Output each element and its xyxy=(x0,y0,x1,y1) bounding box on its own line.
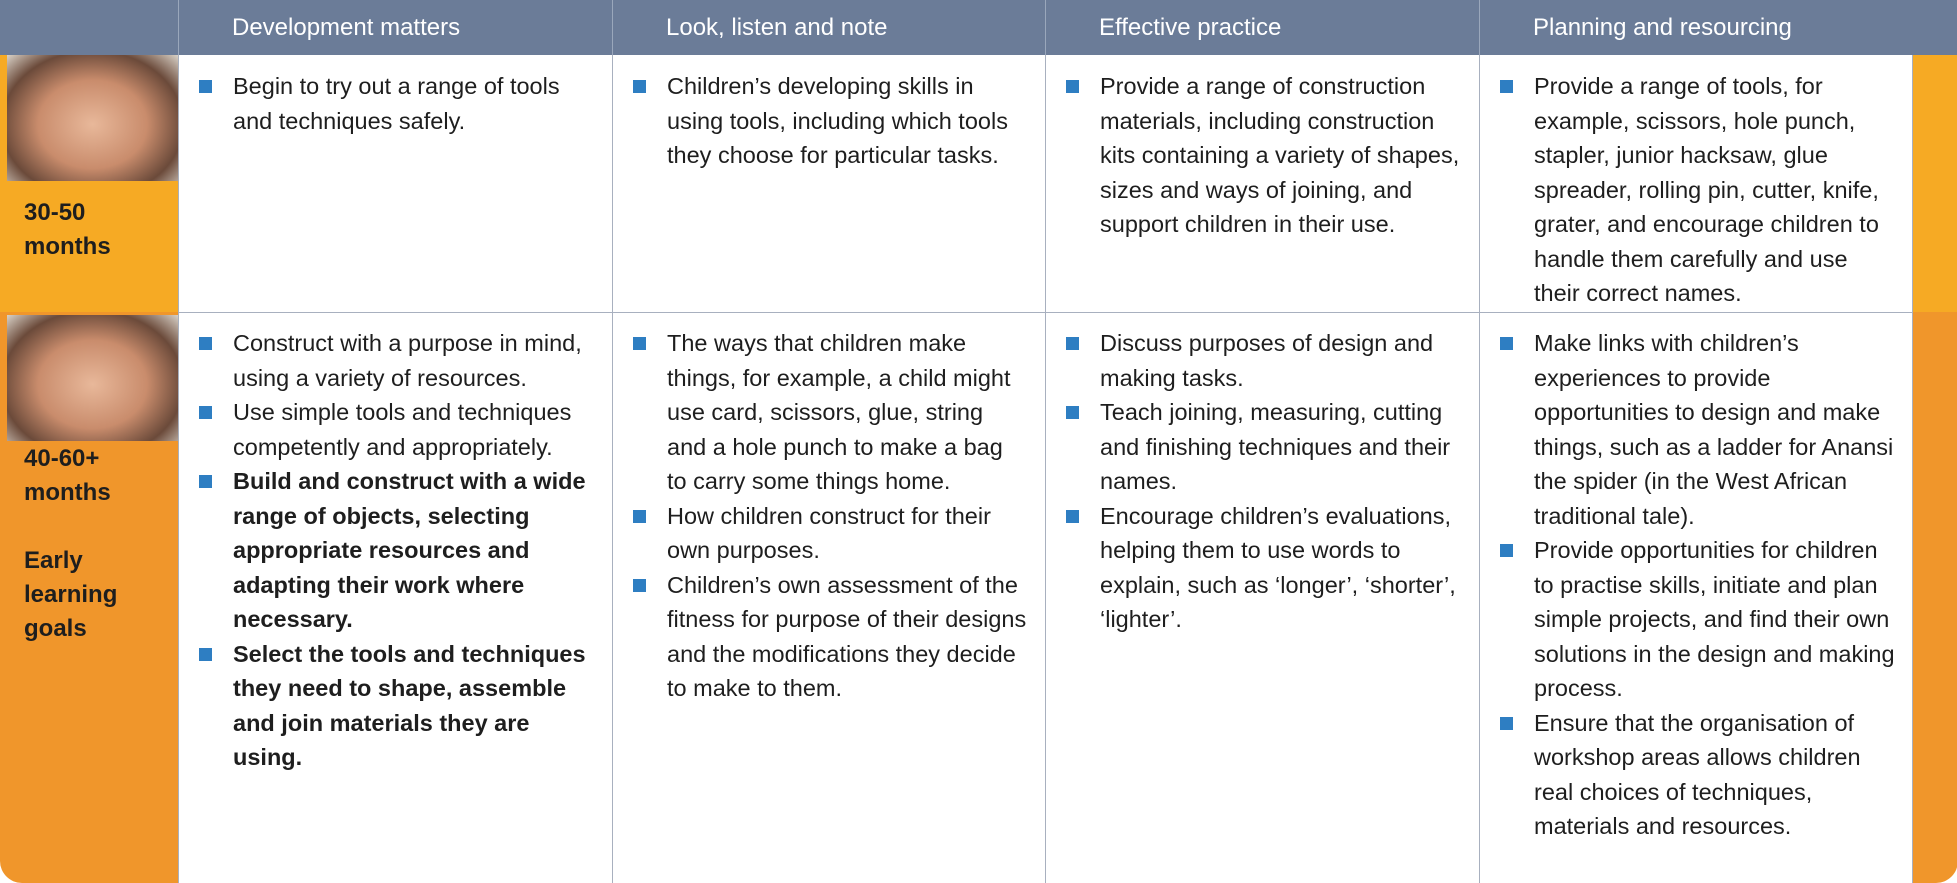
bullet-item: How children construct for their own pur… xyxy=(633,499,1028,568)
age-label-group: 40-60+ months Early learning goals xyxy=(24,442,174,680)
bullet-item: Begin to try out a range of tools and te… xyxy=(199,69,594,138)
child-photo xyxy=(7,315,178,441)
bullet-item: Teach joining, measuring, cutting and fi… xyxy=(1066,395,1461,499)
table-cell: Provide a range of tools, for example, s… xyxy=(1479,55,1913,312)
column-header: Planning and resourcing xyxy=(1479,0,1913,55)
bullet-item: Build and construct with a wide range of… xyxy=(199,464,594,637)
bullet-item: The ways that children make things, for … xyxy=(633,326,1028,499)
bullet-item: Construct with a purpose in mind, using … xyxy=(199,326,594,395)
table-cell: The ways that children make things, for … xyxy=(612,312,1046,883)
bullet-item: Children’s own assessment of the fitness… xyxy=(633,568,1028,706)
bullet-item: Use simple tools and techniques competen… xyxy=(199,395,594,464)
side-strip xyxy=(1912,55,1957,312)
bullet-item: Children’s developing skills in using to… xyxy=(633,69,1028,173)
table-cell: Make links with children’s experiences t… xyxy=(1479,312,1913,883)
table-cell: Begin to try out a range of tools and te… xyxy=(178,55,612,312)
bullet-item: Discuss purposes of design and making ta… xyxy=(1066,326,1461,395)
header-bar xyxy=(0,0,1957,55)
bullet-item: Provide a range of construction material… xyxy=(1066,69,1461,242)
column-header: Look, listen and note xyxy=(612,0,1046,55)
bullet-item: Encourage children’s evaluations, helpin… xyxy=(1066,499,1461,637)
table-cell: Discuss purposes of design and making ta… xyxy=(1045,312,1479,883)
age-label: Early learning goals xyxy=(24,547,118,642)
age-label: 30-50 months xyxy=(24,199,111,260)
column-header: Development matters xyxy=(178,0,612,55)
table-cell: Children’s developing skills in using to… xyxy=(612,55,1046,312)
column-header: Effective practice xyxy=(1045,0,1479,55)
child-photo xyxy=(7,55,178,181)
bullet-item: Select the tools and techniques they nee… xyxy=(199,637,594,775)
bullet-item: Ensure that the organisation of workshop… xyxy=(1500,706,1895,844)
age-label: 40-60+ months xyxy=(24,445,111,506)
age-label-group: 30-50 months xyxy=(24,196,174,298)
bullet-item: Make links with children’s experiences t… xyxy=(1500,326,1895,533)
bullet-item: Provide opportunities for children to pr… xyxy=(1500,533,1895,706)
bullet-item: Provide a range of tools, for example, s… xyxy=(1500,69,1895,311)
table-cell: Provide a range of construction material… xyxy=(1045,55,1479,312)
table-cell: Construct with a purpose in mind, using … xyxy=(178,312,612,883)
side-strip xyxy=(1912,312,1957,883)
